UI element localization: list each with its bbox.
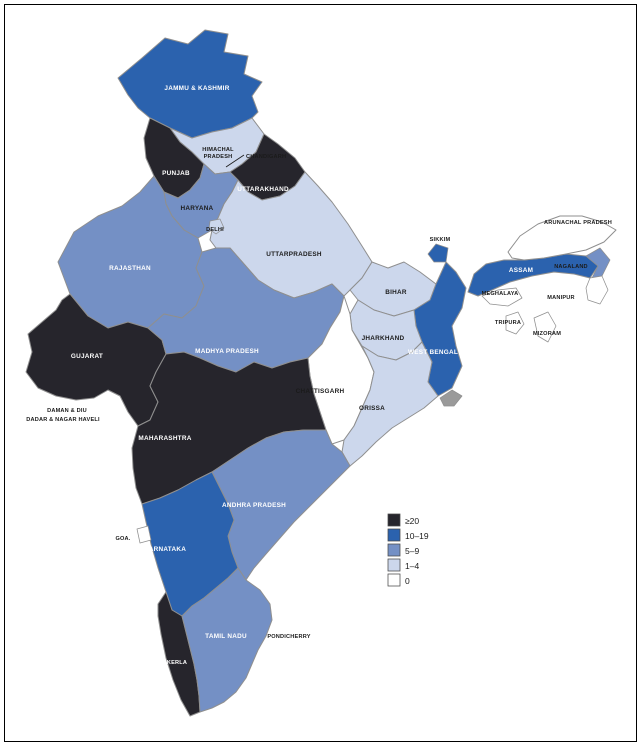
state-goa (136, 525, 152, 544)
state-label-goa: GOA. (115, 536, 130, 542)
state-label-madhya-pradesh: MADHYA PRADESH (195, 348, 259, 355)
legend-label-1-4: 1–4 (405, 561, 419, 571)
figure-border (4, 4, 637, 742)
state-label-himachal-line1: HIMACHAL (202, 147, 234, 153)
state-arunachal-pradesh (507, 215, 617, 261)
state-label-haryana: HARYANA (181, 205, 214, 212)
legend-swatch-1-4 (387, 558, 401, 572)
legend-label-0: 0 (405, 576, 410, 586)
state-label-delhi: DELHI (206, 227, 224, 233)
chandigarh-leader-line (225, 154, 245, 168)
state-jammu-kashmir (117, 29, 263, 139)
state-label-dadar-nagar-haveli: DADAR & NAGAR HAVELI (26, 417, 100, 423)
state-assam (467, 253, 599, 297)
state-label-gujarat: GUJARAT (71, 353, 103, 360)
state-label-andhra-pradesh: ANDHRA PRADESH (222, 502, 286, 509)
state-label-maharashtra: MAHARASHTRA (138, 435, 191, 442)
legend-swatch-0 (387, 573, 401, 587)
state-label-kerala: KERLA (167, 660, 187, 666)
legend-label-10-19: 10–19 (405, 531, 429, 541)
legend-label-gte20: ≥20 (405, 516, 419, 526)
state-label-mizoram: MIZORAM (533, 331, 561, 337)
state-label-chattisgarh: CHATTISGARH (296, 388, 345, 395)
state-label-nagaland: NAGALAND (554, 264, 588, 270)
state-label-uttarakhand: UTTARAKHAND (237, 186, 289, 193)
state-label-jammu-kashmir: JAMMU & KASHMIR (164, 85, 229, 92)
legend-swatch-gte20 (387, 513, 401, 527)
state-label-rajasthan: RAJASTHAN (109, 265, 151, 272)
state-sikkim (427, 243, 449, 263)
legend: ≥20 10–19 5–9 1–4 0 (387, 513, 429, 587)
state-tamil-nadu (181, 567, 273, 713)
state-label-tripura: TRIPURA (495, 320, 521, 326)
state-label-orissa: ORISSA (359, 405, 385, 412)
state-label-assam: ASSAM (509, 267, 533, 274)
state-delhi (208, 218, 225, 235)
state-label-bihar: BIHAR (385, 289, 407, 296)
legend-label-5-9: 5–9 (405, 546, 419, 556)
ganges-delta-shading (439, 389, 463, 407)
state-label-pondicherry: PONDICHERRY (267, 634, 310, 640)
state-mizoram (533, 311, 557, 343)
state-label-himachal-line2: PRADESH (204, 154, 233, 160)
state-label-meghalaya: MEGHALAYA (482, 291, 519, 297)
state-tripura (505, 311, 525, 335)
state-label-karnataka: KARNATAKA (144, 546, 186, 553)
state-chattisgarh (307, 295, 375, 445)
state-orissa (341, 341, 439, 467)
legend-swatch-5-9 (387, 543, 401, 557)
state-meghalaya (481, 287, 523, 307)
state-label-daman-diu: DAMAN & DIU (47, 408, 87, 414)
state-label-west-bengal: WEST BENGAL (408, 349, 458, 356)
state-label-sikkim: SIKKIM (430, 237, 451, 243)
state-label-manipur: MANIPUR (547, 295, 575, 301)
state-label-chandigarh: CHANDIGARH (246, 154, 286, 160)
state-label-uttar-pradesh: UTTARPRADESH (266, 251, 322, 258)
state-label-arunachal-pradesh: ARUNACHAL PRADESH (544, 220, 612, 226)
legend-swatch-10-19 (387, 528, 401, 542)
state-label-tamil-nadu: TAMIL NADU (205, 633, 247, 640)
state-label-jharkhand: JHARKHAND (362, 335, 405, 342)
state-manipur (585, 275, 609, 305)
state-label-punjab: PUNJAB (162, 170, 190, 177)
